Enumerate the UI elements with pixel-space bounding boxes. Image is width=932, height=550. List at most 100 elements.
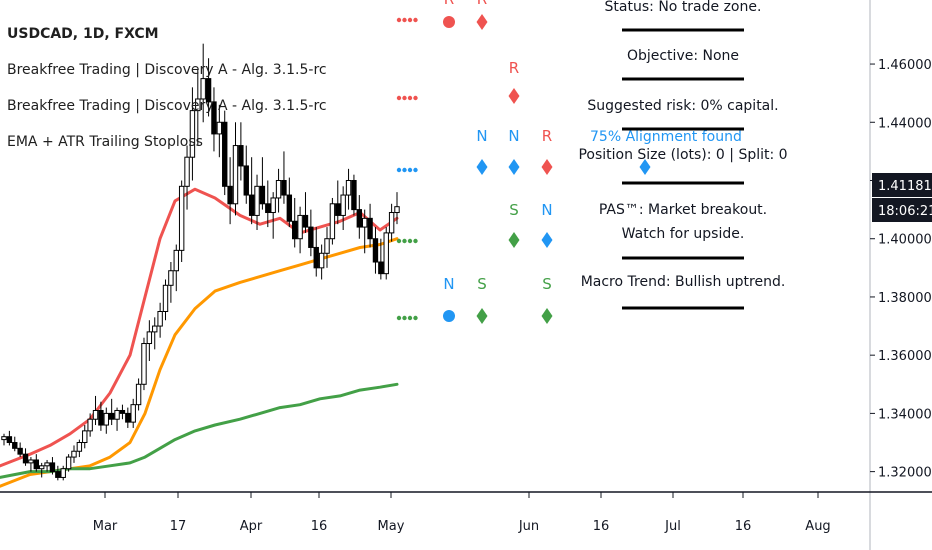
candle-down: [335, 203, 341, 216]
candle-up: [157, 311, 163, 327]
candle-up: [232, 145, 239, 205]
signal-dots-green: [396, 238, 402, 244]
position-size-text: Position Size (lots): 0 | Split: 0: [578, 147, 787, 163]
candle-down: [22, 453, 29, 464]
candle-up: [87, 418, 93, 432]
candle-up: [270, 197, 276, 214]
candle-up: [76, 442, 83, 452]
candle-down: [286, 194, 293, 222]
candle-down: [292, 220, 298, 240]
signal-dots-green: [402, 238, 407, 244]
signal-label-n: N: [508, 127, 519, 145]
pas-text-line1: PAS™: Market breakout.: [599, 202, 767, 218]
candle-down: [17, 447, 23, 455]
alignment-text: 75% Alignment found: [590, 129, 742, 145]
candle-down: [308, 226, 314, 248]
candle-down: [49, 462, 56, 473]
candle-down: [356, 209, 363, 228]
indicator-label-2[interactable]: Breakfree Trading | Discovery A - Alg. 3…: [7, 98, 327, 114]
countdown-tag: [872, 198, 932, 222]
signal-dots-red: [396, 95, 402, 101]
signal-dots-red: [402, 95, 407, 101]
signal-label-r: R: [444, 0, 454, 8]
candle-down: [55, 471, 61, 478]
signal-diamond-icon: [508, 159, 520, 175]
time-tick-label: May: [378, 519, 405, 534]
signal-dots-green: [396, 315, 402, 321]
candle-down: [238, 145, 244, 167]
candle-down: [6, 436, 13, 444]
alignment-diamond-icon: [639, 159, 651, 175]
signal-diamond-icon: [476, 308, 488, 324]
candle-down: [205, 78, 212, 103]
candle-up: [345, 179, 352, 196]
candle-up: [38, 465, 45, 470]
ema-mid-line: [0, 237, 399, 488]
indicator-label-3[interactable]: EMA + ATR Trailing Stoploss: [7, 134, 203, 150]
candle-down: [372, 238, 379, 263]
candle-up: [103, 412, 109, 426]
indicator-label-1[interactable]: Breakfree Trading | Discovery A - Alg. 3…: [7, 62, 327, 78]
last-price-label: 1.41181: [878, 179, 932, 194]
candle-up: [28, 459, 34, 464]
signal-diamond-icon: [541, 308, 553, 324]
time-tick-label: Apr: [240, 519, 263, 534]
signal-label-r: R: [477, 0, 487, 8]
candle-up: [162, 284, 169, 313]
signal-dots-red: [413, 95, 418, 101]
candle-down: [281, 179, 287, 196]
price-tick-label: 1.44000: [878, 116, 932, 131]
price-tick-label: 1.46000: [878, 58, 932, 73]
signal-label-r: R: [542, 127, 552, 145]
candle-down: [265, 203, 271, 214]
candle-up: [146, 331, 153, 345]
signal-dots-green: [413, 315, 418, 321]
signal-dots-blue: [402, 167, 407, 173]
candle-down: [367, 217, 373, 240]
signal-diamond-icon: [508, 232, 520, 248]
signal-diamond-icon: [508, 88, 520, 104]
objective-text: Objective: None: [627, 48, 739, 64]
candle-down: [227, 185, 233, 205]
time-tick-label: Mar: [93, 519, 118, 534]
candle-up: [178, 185, 185, 251]
time-tick-label: 16: [593, 519, 610, 534]
signal-label-n: N: [443, 275, 454, 293]
ema-slow-line: [0, 382, 399, 479]
candle-up: [340, 194, 346, 216]
candle-down: [302, 214, 309, 228]
candle-down: [351, 179, 357, 211]
last-price-tag: [872, 173, 932, 197]
candle-up: [394, 206, 400, 214]
pas-text-line2: Watch for upside.: [622, 226, 745, 242]
signal-dots-green: [402, 315, 407, 321]
candle-up: [275, 179, 282, 199]
candle-down: [33, 459, 40, 470]
signal-diamond-icon: [476, 14, 488, 30]
signal-dots-red: [413, 17, 418, 23]
candle-up: [65, 456, 72, 470]
signal-dots-blue: [396, 167, 402, 173]
signal-label-n: N: [541, 201, 552, 219]
time-tick-label: Jun: [518, 519, 539, 534]
candle-up: [82, 430, 88, 444]
candle-down: [119, 409, 126, 414]
signal-label-s: S: [542, 275, 552, 293]
candle-up: [130, 404, 136, 423]
signal-dots-green: [407, 315, 413, 321]
candle-down: [248, 194, 255, 216]
candle-up: [44, 462, 50, 467]
candle-down: [222, 121, 228, 187]
price-tick-label: 1.40000: [878, 233, 932, 248]
candle-up: [189, 110, 196, 158]
candle-up: [361, 217, 368, 228]
candle-down: [313, 246, 319, 269]
signal-dots-red: [396, 17, 402, 23]
symbol-title[interactable]: USDCAD, 1D, FXCM: [7, 26, 159, 42]
candle-up: [60, 468, 66, 478]
candle-up: [168, 270, 174, 286]
candle-up: [324, 238, 330, 254]
candle-up: [71, 450, 77, 458]
time-tick-label: 16: [311, 519, 328, 534]
